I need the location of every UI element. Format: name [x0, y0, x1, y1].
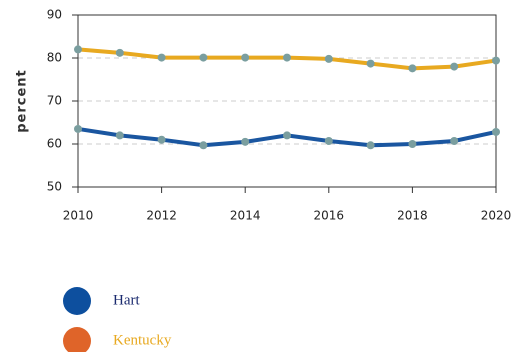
legend-swatch [63, 287, 91, 315]
data-point [324, 136, 333, 145]
y-tick-label: 70 [47, 94, 62, 108]
data-point [450, 62, 459, 71]
data-point [492, 56, 500, 65]
data-point [283, 131, 291, 140]
legend-label: Kentucky [113, 332, 172, 348]
data-point [241, 53, 250, 62]
data-point [283, 53, 291, 62]
x-tick-label: 2012 [146, 209, 177, 223]
data-point [115, 48, 124, 57]
x-tick-label: 2010 [63, 209, 94, 223]
data-point [324, 54, 333, 63]
y-tick-label: 50 [47, 180, 62, 194]
data-point [157, 53, 166, 62]
plot-frame [77, 14, 497, 188]
y-axis-label: percent [15, 69, 30, 133]
data-point [366, 59, 375, 68]
x-tick-label: 2014 [230, 209, 261, 223]
data-point [408, 64, 417, 73]
x-tick-label: 2016 [314, 209, 345, 223]
data-point [408, 140, 417, 148]
x-tick-label: 2020 [481, 209, 512, 223]
data-point [450, 136, 459, 145]
data-point [199, 53, 208, 62]
legend-label: Hart [113, 292, 140, 308]
y-tick-label: 60 [47, 137, 62, 151]
data-point [74, 124, 82, 133]
y-tick-label: 80 [47, 51, 62, 65]
data-point [241, 137, 250, 146]
x-tick-label: 2018 [397, 209, 428, 223]
legend-swatch [63, 327, 91, 352]
data-point [199, 141, 208, 150]
data-point [366, 141, 375, 150]
data-point [492, 127, 500, 136]
y-tick-label: 90 [47, 8, 62, 22]
data-point [115, 131, 124, 140]
data-point [157, 135, 166, 144]
data-point [74, 45, 82, 54]
